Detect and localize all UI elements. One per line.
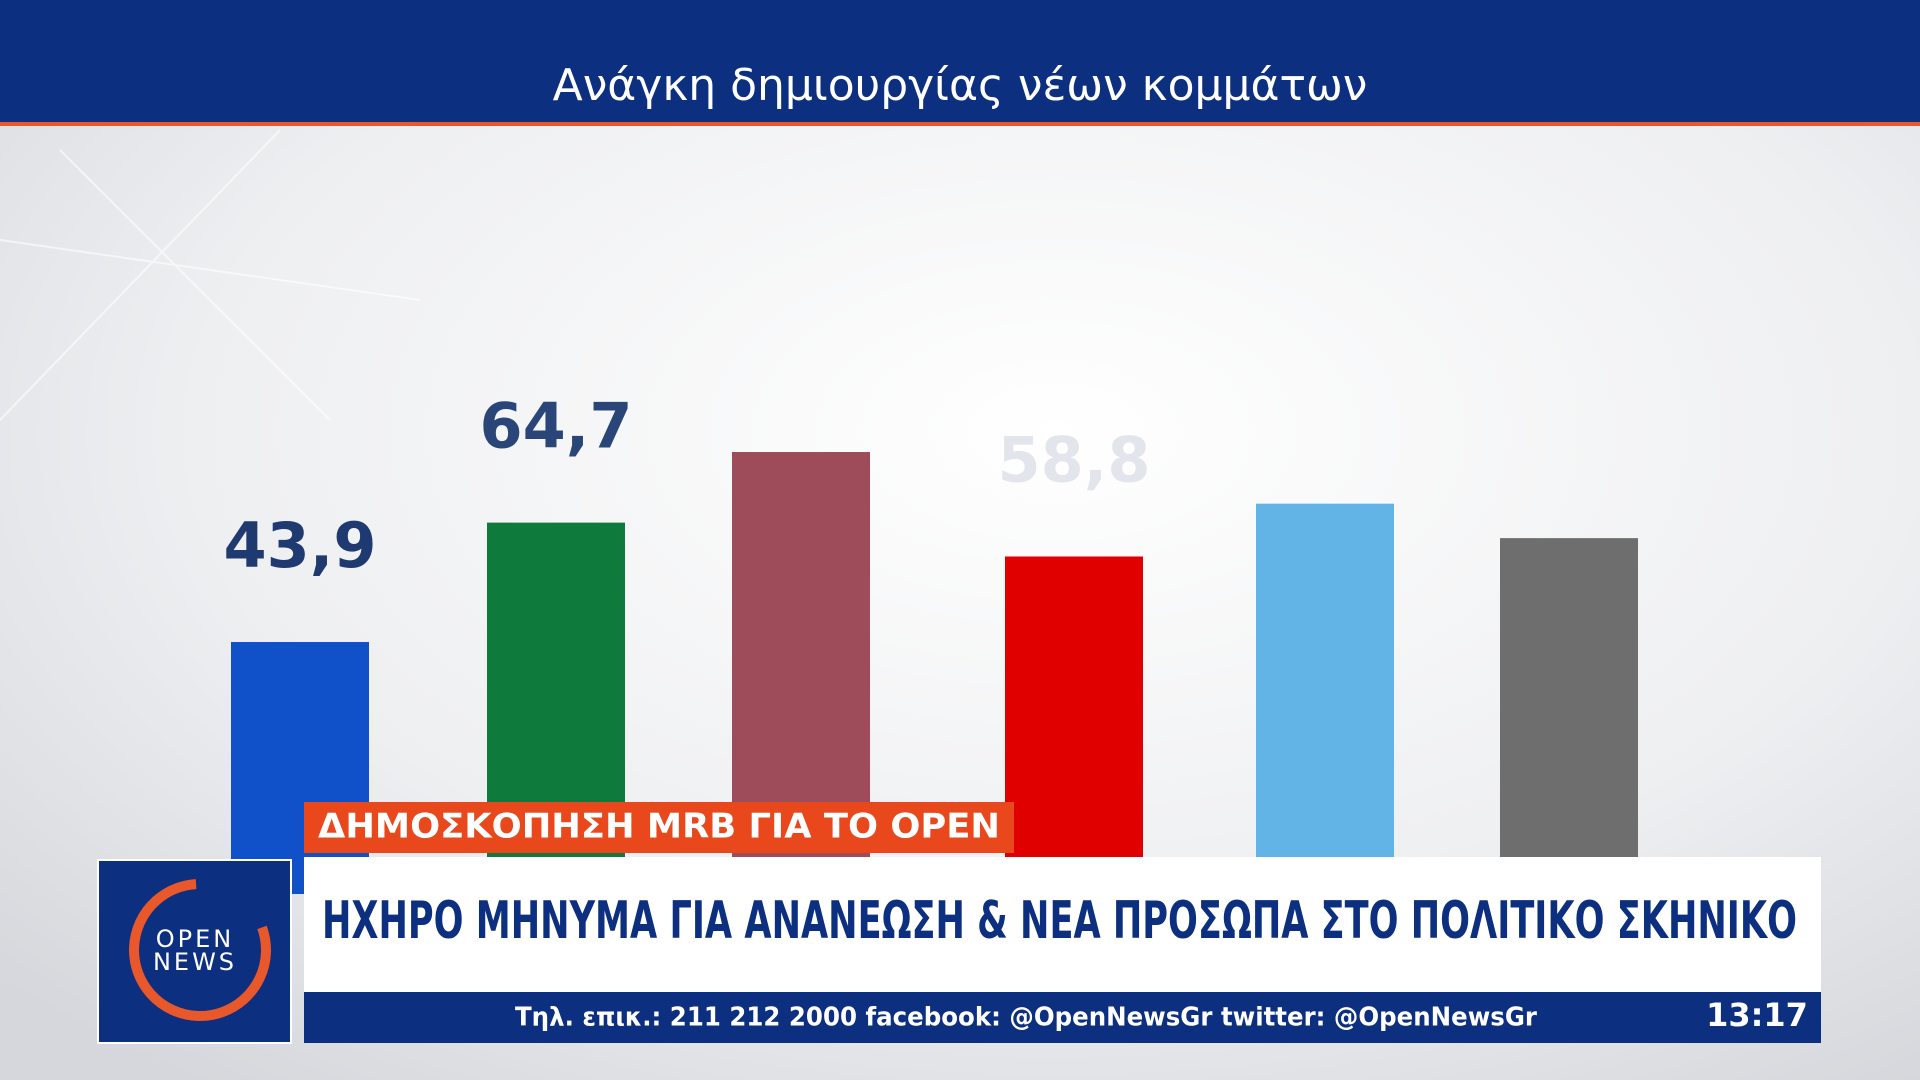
logo-line2: NEWS [153, 948, 237, 976]
bar [1500, 538, 1638, 894]
tag-box [304, 802, 1014, 853]
headline: ΗΧΗΡΟ ΜΗΝΥΜΑ ΓΙΑ ΑΝΑΝΕΩΣΗ & ΝΕΑ ΠΡΟΣΩΠΑ … [322, 891, 1797, 951]
background-lines [0, 129, 421, 421]
headline-box [304, 857, 1821, 992]
value-label: 64,7 [480, 390, 633, 463]
bar [1005, 556, 1143, 894]
value-label: 43,9 [224, 509, 377, 582]
title-banner-rule [0, 122, 1920, 126]
clock: 13:17 [1706, 996, 1808, 1034]
tag: ΔΗΜΟΣΚΟΠΗΣΗ MRB ΓΙΑ ΤΟ OPEN [318, 807, 1000, 847]
bar [1256, 503, 1394, 894]
title-banner [0, 0, 1920, 122]
chart-title: Ανάγκη δημιουργίας νέων κομμάτων [553, 60, 1368, 111]
ticker: Τηλ. επικ.: 211 212 2000 facebook: @Open… [515, 1003, 1537, 1033]
value-label: 58,8 [998, 424, 1151, 497]
ticker-bar [304, 992, 1821, 1043]
logo-line1: OPEN [156, 925, 234, 953]
bar [231, 642, 369, 894]
logo-ring [129, 879, 271, 1021]
